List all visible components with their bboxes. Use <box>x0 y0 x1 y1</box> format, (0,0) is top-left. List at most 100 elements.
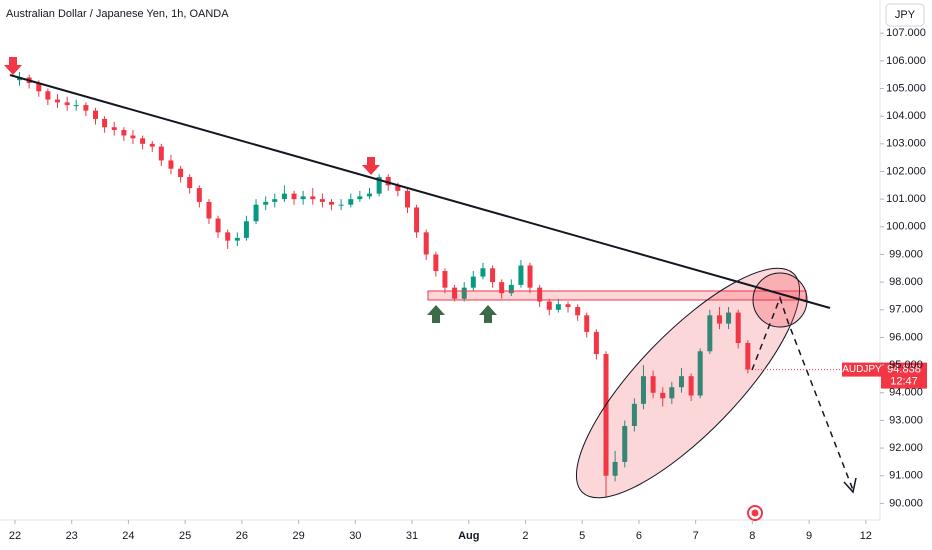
candle-body <box>55 99 61 103</box>
y-tick-label: 91.000 <box>889 470 923 482</box>
up-arrow <box>479 305 497 323</box>
y-tick-label: 94.000 <box>889 387 923 399</box>
y-tick-label: 95.000 <box>889 359 923 371</box>
candle-body <box>253 204 259 222</box>
candle-body <box>243 221 249 238</box>
candle-body <box>130 135 136 139</box>
candle-body <box>206 201 212 219</box>
candle-body <box>404 190 410 208</box>
chart-title: Australian Dollar / Japanese Yen, 1h, OA… <box>6 8 229 20</box>
candle-body <box>45 91 51 100</box>
x-tick-label: 12 <box>860 530 872 542</box>
candle-body <box>178 168 184 178</box>
candle-body <box>36 82 42 92</box>
drawings <box>4 57 857 521</box>
candle-body <box>442 271 448 288</box>
candle-body <box>158 146 164 161</box>
candle-body <box>196 188 202 202</box>
down-arrow <box>4 57 22 75</box>
candle-body <box>726 312 732 324</box>
x-tick-label: 30 <box>349 530 361 542</box>
x-tick-label: Aug <box>458 530 479 542</box>
candle-body <box>385 177 391 186</box>
x-tick-label: 31 <box>406 530 418 542</box>
y-tick-label: 107.000 <box>886 27 926 39</box>
candle-body <box>140 138 146 144</box>
candle-body <box>518 265 524 285</box>
y-tick-label: 92.000 <box>889 442 923 454</box>
x-tick-label: 8 <box>749 530 755 542</box>
candle-body <box>93 110 99 119</box>
candle-body <box>149 143 155 147</box>
candle-body <box>537 287 543 302</box>
candle-body <box>735 312 741 343</box>
y-tick-label: 102.000 <box>886 165 926 177</box>
x-tick-label: 24 <box>122 530 134 542</box>
candle-body <box>357 196 363 200</box>
candle-body <box>234 237 240 241</box>
y-tick-label: 100.000 <box>886 221 926 233</box>
trend-line <box>9 74 831 309</box>
candle-body <box>593 331 599 355</box>
x-tick-label: 29 <box>292 530 304 542</box>
candle-body <box>281 193 287 200</box>
candle-body <box>470 276 476 288</box>
y-tick-label: 90.000 <box>889 497 923 509</box>
candle-body <box>669 387 675 399</box>
candle-body <box>612 461 618 476</box>
projection-path <box>751 295 854 491</box>
candle-body <box>338 204 344 206</box>
candle-body <box>215 218 221 233</box>
candle-body <box>272 199 278 202</box>
candle-body <box>565 304 571 308</box>
candle-body <box>490 268 496 283</box>
candle-body <box>461 287 467 299</box>
candle-body <box>319 199 325 202</box>
event-icon-dot <box>751 509 759 517</box>
candle-body <box>452 287 458 299</box>
candle-body <box>622 425 628 462</box>
candle-body <box>555 304 561 310</box>
y-tick-label: 97.000 <box>889 304 923 316</box>
candle-body <box>291 193 297 200</box>
projection-arrowhead <box>843 477 857 494</box>
y-tick-label: 103.000 <box>886 138 926 150</box>
candle-body <box>584 315 590 332</box>
candle-body <box>603 354 609 476</box>
candle-body <box>640 376 646 404</box>
candle-body <box>73 105 79 107</box>
candle-body <box>348 199 354 205</box>
candle-body <box>546 301 552 310</box>
candle-body <box>225 232 231 241</box>
symbol-box <box>842 362 882 377</box>
x-tick-label: 5 <box>579 530 585 542</box>
candle-body <box>716 315 722 324</box>
candle-body <box>414 207 420 233</box>
candle-body <box>366 193 372 197</box>
up-arrow <box>427 305 445 323</box>
candle-body <box>480 268 486 277</box>
candle-body <box>575 307 581 316</box>
x-tick-label: 7 <box>693 530 699 542</box>
x-tick-label: 2 <box>522 530 528 542</box>
candle-body <box>527 265 533 288</box>
candle-body <box>508 284 514 294</box>
symbol-label: AUDJPY <box>842 364 882 375</box>
candle-body <box>64 102 70 106</box>
candle-body <box>688 376 694 396</box>
candle-body <box>187 177 193 189</box>
candle-body <box>697 351 703 396</box>
currency-label: JPY <box>895 9 916 21</box>
candle-body <box>631 403 637 426</box>
candle-body <box>433 254 439 272</box>
candle-body <box>395 185 401 191</box>
resistance-zone <box>427 290 807 301</box>
y-tick-label: 101.000 <box>886 193 926 205</box>
price-box <box>881 362 927 389</box>
currency-button[interactable] <box>885 3 925 27</box>
x-tick-label: 22 <box>9 530 21 542</box>
x-tick-label: 6 <box>636 530 642 542</box>
